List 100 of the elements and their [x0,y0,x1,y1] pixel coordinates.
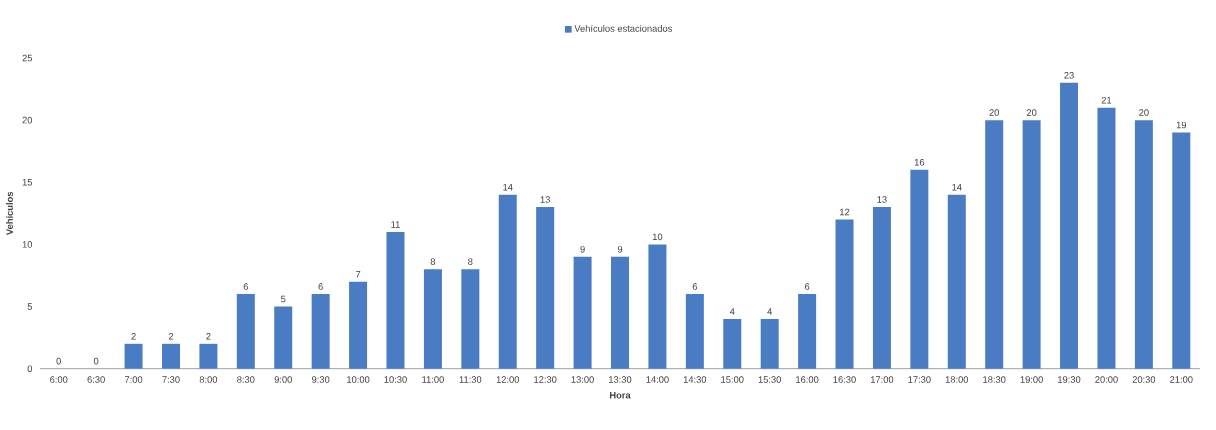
x-tick-label: 15:30 [758,376,781,383]
bar [1022,120,1041,369]
bar [461,269,480,369]
data-label: 9 [580,245,585,253]
data-label: 11 [391,221,400,228]
data-label: 8 [430,258,436,265]
data-label: 7 [355,271,361,278]
data-label: 14 [952,184,962,191]
bar [536,207,555,369]
data-label: 21 [1101,96,1112,104]
bar [872,207,891,369]
x-tick-label: 17:00 [870,376,894,383]
x-tick-label: 14:30 [683,376,707,383]
bar [1172,132,1191,369]
x-tick-label: 17:30 [908,376,931,383]
data-label: 20 [989,109,1000,116]
data-label: 2 [131,333,136,340]
bar [798,294,817,369]
x-tick-label: 21:00 [1170,376,1193,383]
bar [985,120,1004,369]
x-tick-label: 19:00 [1020,376,1043,383]
data-label: 20 [1026,109,1037,116]
x-tick-label: 14:00 [646,376,669,383]
y-tick-label: 0 [27,365,33,372]
x-tick-label: 20:30 [1132,376,1156,383]
bar [124,343,143,369]
bar [648,244,667,369]
x-tick-label: 10:00 [347,376,370,383]
x-tick-label: 6:30 [87,376,105,383]
data-label: 6 [243,283,248,290]
y-tick-label: 15 [22,179,33,186]
bar [498,194,517,369]
data-label: 4 [729,308,735,315]
x-tick-label: 13:00 [571,376,594,383]
x-tick-label: 10:30 [384,376,407,383]
bar [910,169,929,369]
bar [760,318,779,369]
x-tick-label: 16:00 [796,376,819,383]
data-label: 20 [1139,109,1149,116]
data-label: 23 [1064,72,1074,79]
data-label: 14 [503,184,513,191]
x-tick-label: 7:30 [162,376,180,383]
x-tick-label: 12:30 [534,376,557,383]
x-tick-label: 9:30 [312,376,330,383]
data-label: 10 [652,233,663,241]
legend-label: Vehículos estacionados [574,24,673,32]
data-label: 8 [468,258,473,265]
x-tick-label: 16:30 [833,376,856,383]
data-label: 12 [840,208,850,216]
x-axis-title: Hora [610,391,631,399]
bar [573,256,592,369]
data-label: 19 [1176,121,1187,129]
x-tick-label: 9:00 [274,376,292,383]
y-tick-label: 20 [22,116,33,124]
x-tick-label: 11:30 [459,376,482,383]
bar [835,219,854,369]
x-tick-label: 18:30 [983,376,1006,383]
bar [685,294,704,369]
bar [311,294,330,369]
data-label: 6 [804,283,810,290]
data-label: 16 [914,158,925,166]
y-tick-label: 5 [27,303,33,310]
bar [1060,82,1079,369]
y-tick-label: 10 [22,241,33,248]
x-tick-label: 11:00 [422,376,444,383]
bar [611,256,630,369]
y-tick-label: 25 [22,54,33,62]
bar [199,343,218,369]
bar [161,343,180,369]
x-tick-label: 15:00 [721,376,744,383]
data-label: 5 [281,295,286,303]
data-label: 6 [318,283,323,290]
data-label: 2 [206,333,211,340]
data-label: 2 [168,333,174,340]
data-label: 0 [93,357,99,365]
bar [349,281,368,369]
data-label: 4 [767,308,772,315]
x-tick-label: 18:00 [945,376,969,383]
bar [723,318,742,369]
data-label: 6 [692,283,698,290]
data-label: 9 [617,245,623,253]
bar [274,306,293,369]
bar [236,294,255,369]
data-label: 0 [56,357,61,365]
x-tick-label: 13:30 [609,376,632,383]
x-tick-label: 19:30 [1058,376,1081,383]
bar [947,194,966,369]
data-label: 13 [540,196,550,203]
bar [1134,120,1153,369]
y-axis-title: Vehículos [5,191,13,236]
bar [1097,107,1116,369]
x-tick-label: 7:00 [124,376,143,383]
x-tick-label: 6:00 [50,376,68,383]
x-tick-label: 8:30 [237,376,255,383]
bar [423,269,442,369]
x-tick-label: 8:00 [199,376,218,383]
x-tick-label: 20:00 [1095,376,1118,383]
data-label: 13 [877,196,887,203]
x-tick-label: 12:00 [496,376,520,383]
bar [386,231,405,369]
